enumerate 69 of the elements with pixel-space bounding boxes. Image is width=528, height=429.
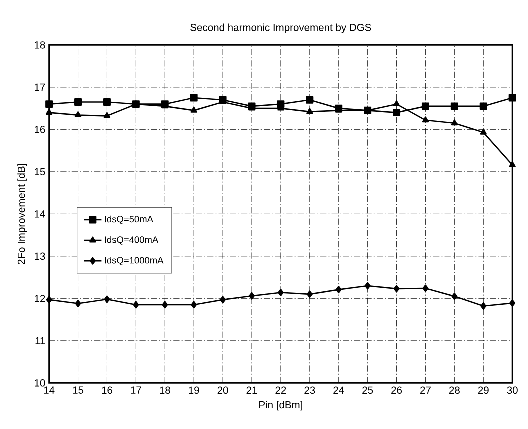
y-tick-label: 13 [35,252,46,260]
point [450,102,458,110]
x-tick-label: 28 [449,386,460,394]
x-tick-label: 15 [73,386,84,394]
x-tick-label: 17 [131,386,142,394]
point [393,100,400,106]
point [46,296,52,304]
point [422,284,429,292]
x-tick-label: 22 [276,386,286,394]
x-tick-label: 25 [362,386,374,394]
legend-label: IdsQ=50mA [105,216,154,224]
x-tick-label: 23 [304,386,316,394]
point [364,282,371,290]
y-tick-label: 15 [35,168,46,176]
point [422,102,430,110]
x-tick-label: 29 [478,386,489,394]
point [451,119,458,126]
x-tick-label: 19 [189,386,200,394]
legend-label: IdsQ=1000mA [105,256,164,266]
x-tick-label: 26 [392,386,402,394]
x-tick-label: 30 [507,386,518,394]
y-tick-label: 14 [35,210,46,218]
point [162,301,168,309]
y-tick-label: 16 [35,126,46,134]
x-tick-label: 18 [160,386,170,394]
point [249,292,255,300]
point [104,296,110,304]
point [306,96,314,104]
y-tick-label: 10 [35,379,46,387]
point [394,285,400,293]
point [74,111,82,118]
x-tick-label: 21 [246,386,258,394]
x-tick-label: 27 [420,386,431,394]
x-tick-label: 20 [218,386,228,394]
point [336,286,342,294]
point [133,301,140,309]
point [306,290,313,298]
y-tick-label: 11 [36,337,46,344]
point [306,108,314,114]
chart-title: Second harmonic Improvement by DGS [190,24,372,34]
y-tick-label: 17 [35,84,46,91]
point [46,108,53,115]
x-axis-title: Pin [dBm] [260,400,302,410]
point [74,98,82,106]
point [46,100,54,108]
y-axis-title: 2Fo Improvement [dB] [18,164,28,264]
point [480,102,488,110]
y-tick-label: 18 [35,41,46,49]
point [509,161,516,168]
y-tick-label: 12 [35,294,46,302]
point [452,292,458,300]
point [104,112,111,118]
point [103,98,111,106]
legend-label: IdsQ=400mA [105,236,159,245]
point [508,94,516,102]
x-tick-label: 14 [44,386,55,394]
point [422,116,430,122]
point [191,301,198,309]
point [393,108,401,116]
point [190,106,198,113]
point [220,296,226,304]
point [278,288,284,296]
point [480,128,487,135]
point [75,300,82,308]
point [480,302,487,310]
x-tick-label: 24 [334,386,344,394]
point [190,94,198,102]
x-tick-label: 16 [102,386,112,394]
point [510,299,516,307]
